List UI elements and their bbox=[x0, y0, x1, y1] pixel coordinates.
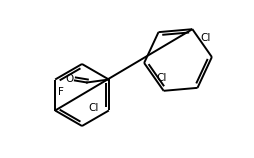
Text: Cl: Cl bbox=[156, 73, 167, 83]
Text: Cl: Cl bbox=[200, 33, 211, 43]
Text: O: O bbox=[66, 75, 74, 85]
Text: F: F bbox=[58, 86, 64, 97]
Text: Cl: Cl bbox=[88, 103, 99, 113]
